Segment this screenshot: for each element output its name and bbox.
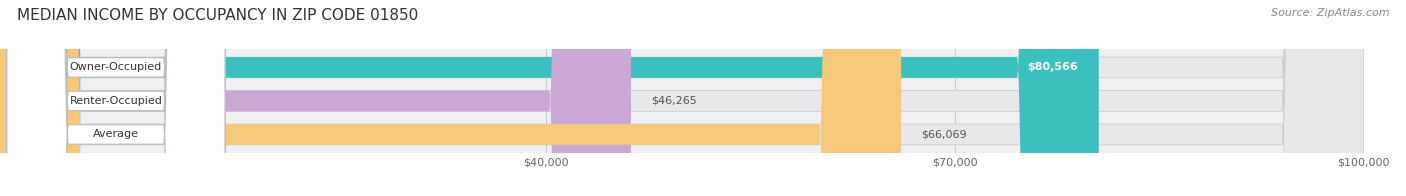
Text: Source: ZipAtlas.com: Source: ZipAtlas.com	[1271, 8, 1389, 18]
FancyBboxPatch shape	[7, 0, 225, 196]
FancyBboxPatch shape	[0, 0, 631, 196]
FancyBboxPatch shape	[0, 0, 1364, 196]
FancyBboxPatch shape	[0, 0, 1098, 196]
Text: MEDIAN INCOME BY OCCUPANCY IN ZIP CODE 01850: MEDIAN INCOME BY OCCUPANCY IN ZIP CODE 0…	[17, 8, 418, 23]
FancyBboxPatch shape	[7, 0, 225, 196]
FancyBboxPatch shape	[7, 0, 225, 196]
Text: $46,265: $46,265	[651, 96, 697, 106]
FancyBboxPatch shape	[0, 0, 901, 196]
FancyBboxPatch shape	[0, 0, 1364, 196]
Text: $66,069: $66,069	[921, 129, 967, 139]
Text: $80,566: $80,566	[1028, 63, 1078, 73]
Text: Renter-Occupied: Renter-Occupied	[69, 96, 162, 106]
Text: Owner-Occupied: Owner-Occupied	[70, 63, 162, 73]
FancyBboxPatch shape	[0, 0, 1364, 196]
Text: Average: Average	[93, 129, 139, 139]
